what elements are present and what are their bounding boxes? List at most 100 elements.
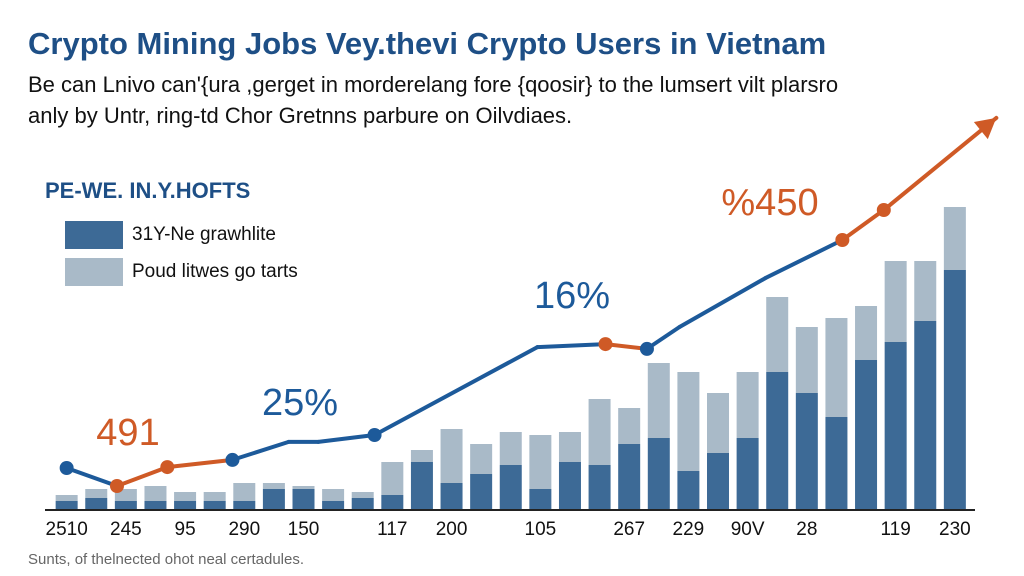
line-segment (316, 433, 377, 444)
bar-segment (174, 492, 197, 501)
bar-segment (440, 483, 463, 510)
bar-segment (233, 501, 256, 510)
bar-segment (795, 393, 818, 510)
annotation: %450 (721, 182, 818, 224)
bar-segment (707, 393, 730, 453)
bar-segment (114, 501, 137, 510)
bar-segment (884, 342, 907, 510)
line-point (160, 460, 175, 475)
bar-segment (85, 498, 108, 510)
bar-segment (588, 399, 611, 465)
bar-segment (736, 372, 759, 438)
line-point (835, 233, 850, 247)
annotation: 25% (262, 382, 338, 424)
bar-segment (499, 465, 522, 510)
bar-segment (766, 297, 789, 372)
x-tick-label: 2510 (46, 519, 88, 540)
x-tick-label: 267 (613, 519, 645, 540)
bar-segment (855, 360, 878, 510)
x-tick-label: 95 (175, 519, 196, 540)
legend-swatch (65, 221, 123, 249)
line-segment (114, 465, 170, 488)
x-tick-label: 245 (110, 519, 142, 540)
bar-segment (825, 318, 848, 417)
line-point (639, 341, 654, 356)
legend-title: PE-WE. IN.Y.HOFTS (45, 178, 250, 203)
line-segment (763, 238, 845, 281)
bar-segment (322, 501, 345, 510)
annotation: 16% (534, 275, 610, 317)
bar-segment (351, 498, 374, 510)
bar-segment (707, 453, 730, 510)
line-point (598, 337, 613, 352)
legend-label: Poud litwes go tarts (132, 261, 298, 282)
bar-segment (677, 372, 700, 471)
bar-segment (647, 438, 670, 510)
line-segment (64, 466, 119, 488)
bar-segment (292, 489, 315, 510)
bar-segment (410, 462, 433, 510)
bar-segment (440, 429, 463, 483)
line-segment (230, 439, 291, 462)
bar-segment (322, 489, 345, 501)
bar-segment (470, 474, 493, 510)
bar-segment (203, 501, 226, 510)
bar-segment (914, 321, 937, 510)
x-tick-label: 229 (673, 519, 705, 540)
legend-label: 31Y-Ne grawhlite (132, 224, 276, 245)
subtitle: anly by Untr, ring-td Chor Gretnns parbu… (28, 103, 572, 128)
bar-segment (914, 261, 937, 321)
bar-segment (618, 444, 641, 510)
line-point (59, 461, 74, 475)
line-segment (535, 342, 608, 350)
footnote: Sunts, of thelnected ohot neal certadule… (28, 551, 304, 568)
bar-segment (558, 432, 581, 462)
line-point (876, 203, 891, 217)
subtitle: Be can Lnivo can'{ura ,gerget in mordere… (28, 72, 838, 97)
bar-segment (736, 438, 759, 510)
bar-segment (588, 465, 611, 510)
bar-segment (470, 444, 493, 474)
bar-segment (410, 450, 433, 462)
bar-segment (529, 489, 552, 510)
bar-segment (529, 435, 552, 489)
line-segment (372, 345, 540, 437)
line-segment (677, 276, 768, 329)
x-tick-label: 119 (881, 519, 911, 540)
bar-segment (292, 486, 315, 489)
bar-segment (855, 306, 878, 360)
bar-segment (647, 363, 670, 438)
x-tick-label: 90V (731, 519, 765, 540)
bar-segment (499, 432, 522, 465)
line-segment (840, 208, 886, 242)
bar-segment (825, 417, 848, 510)
bar-segment (381, 495, 404, 510)
bar-segment (558, 462, 581, 510)
arrowhead (973, 117, 997, 140)
bar-segment (55, 501, 78, 510)
x-tick-label: 290 (228, 519, 260, 540)
bar-segment (351, 492, 374, 498)
bar-segment (203, 492, 226, 501)
bar-segment (943, 207, 966, 270)
x-tick-label: 28 (796, 519, 817, 540)
x-tick-label: 117 (377, 519, 407, 540)
bar-segment (677, 471, 700, 510)
line-segment (165, 457, 235, 470)
bar-segment (381, 462, 404, 495)
bar-segment (144, 501, 167, 510)
bar-segment (618, 408, 641, 444)
bar-segment (55, 495, 78, 501)
line-point (225, 452, 240, 467)
line-point (367, 428, 382, 442)
line-segment (881, 115, 999, 212)
chart-title: Crypto Mining Jobs Vey.thevi Crypto User… (28, 26, 826, 61)
bar-segment (144, 486, 167, 501)
bar-segment (943, 270, 966, 510)
x-tick-label: 230 (939, 519, 971, 540)
bar-segment (262, 483, 285, 489)
x-tick-label: 200 (436, 519, 468, 540)
x-tick-label: 150 (288, 519, 320, 540)
legend-swatch (65, 258, 123, 286)
